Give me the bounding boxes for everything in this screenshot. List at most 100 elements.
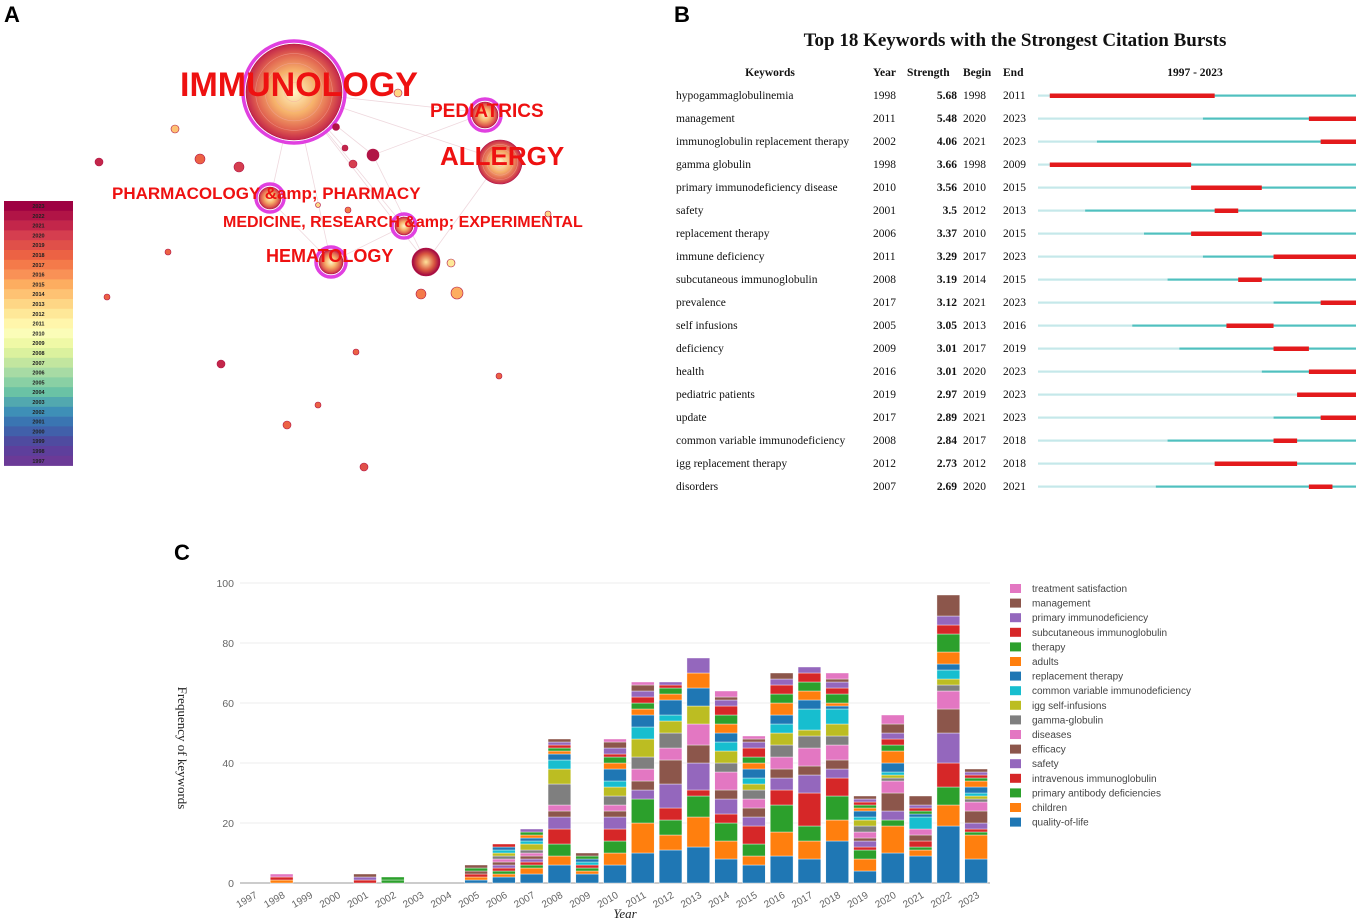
legend-swatch bbox=[4, 250, 73, 261]
bar-segment bbox=[270, 879, 294, 884]
bar-segment bbox=[631, 822, 655, 854]
y-tick-label: 40 bbox=[222, 758, 234, 770]
bar-segment bbox=[492, 855, 516, 860]
burst-year: 1998 bbox=[873, 90, 896, 102]
burst-year: 2010 bbox=[873, 182, 896, 194]
legend-year-label: 2019 bbox=[32, 243, 44, 249]
bar-segment bbox=[770, 702, 794, 716]
legend-swatch bbox=[1010, 759, 1021, 769]
bar-segment bbox=[686, 705, 710, 725]
burst-timeline-pre bbox=[1038, 278, 1168, 281]
legend-label: adults bbox=[1032, 657, 1059, 668]
bar-segment bbox=[853, 819, 877, 827]
burst-strength: 5.68 bbox=[937, 90, 957, 102]
bar-segment bbox=[714, 732, 738, 743]
legend-swatch bbox=[4, 367, 73, 378]
bar-segment bbox=[686, 846, 710, 884]
bar-segment bbox=[547, 741, 572, 746]
legend-swatch bbox=[4, 259, 73, 270]
legend-swatch bbox=[4, 201, 73, 212]
bar-segment bbox=[964, 828, 988, 833]
bar-segment bbox=[492, 843, 516, 848]
legend-label: management bbox=[1032, 599, 1091, 610]
bar-segment bbox=[603, 756, 627, 764]
node-ring-inner bbox=[495, 157, 505, 167]
burst-begin: 2010 bbox=[963, 228, 986, 240]
bar-segment bbox=[714, 696, 738, 701]
burst-timeline-active bbox=[1155, 485, 1356, 488]
bar-segment bbox=[770, 777, 794, 791]
bar-segment bbox=[714, 798, 738, 815]
bar-segment bbox=[742, 738, 766, 743]
bar-segment bbox=[603, 864, 627, 884]
burst-interval bbox=[1273, 346, 1309, 351]
bar-segment bbox=[547, 843, 572, 857]
x-tick-label: 2018 bbox=[818, 890, 843, 911]
burst-keyword: igg replacement therapy bbox=[676, 458, 787, 470]
burst-strength: 3.05 bbox=[937, 320, 957, 332]
bar-segment bbox=[825, 768, 849, 779]
bar-segment bbox=[520, 858, 544, 863]
burst-timeline-pre bbox=[1038, 255, 1203, 258]
bar-segment bbox=[520, 834, 544, 839]
bar-segment bbox=[603, 741, 627, 749]
burst-timeline-pre bbox=[1038, 186, 1192, 189]
bar-segment bbox=[658, 849, 683, 884]
burst-timeline-pre bbox=[1038, 324, 1133, 327]
bar-segment bbox=[575, 855, 599, 860]
legend-swatch bbox=[1010, 715, 1021, 725]
network-node bbox=[477, 139, 523, 185]
bar-segment bbox=[270, 873, 294, 878]
legend-swatch bbox=[1010, 773, 1021, 783]
bar-segment bbox=[964, 771, 988, 776]
bar-segment bbox=[881, 750, 905, 764]
x-tick-label: 2014 bbox=[707, 890, 732, 911]
bar-segment bbox=[270, 876, 294, 881]
legend-swatch bbox=[4, 289, 73, 300]
bar-segment bbox=[742, 783, 766, 791]
network-node bbox=[103, 293, 111, 301]
bar-segment bbox=[631, 714, 655, 728]
network-node bbox=[411, 247, 441, 277]
bar-segment bbox=[742, 756, 766, 764]
header-begin: Begin bbox=[963, 67, 992, 79]
bar-segment bbox=[936, 786, 960, 806]
network-node bbox=[194, 153, 206, 165]
burst-end: 2013 bbox=[1003, 205, 1026, 217]
bar-segment bbox=[547, 768, 572, 785]
burst-timeline-active bbox=[1179, 347, 1356, 350]
bar-segment bbox=[908, 834, 933, 842]
legend-swatch bbox=[1010, 613, 1021, 623]
bar-segment bbox=[853, 837, 877, 842]
legend-swatch bbox=[4, 230, 73, 241]
burst-timeline-pre bbox=[1038, 209, 1086, 212]
bar-segment bbox=[908, 813, 933, 818]
x-tick-label: 1997 bbox=[235, 890, 260, 911]
burst-strength: 2.69 bbox=[937, 481, 957, 493]
burst-interval bbox=[1308, 484, 1333, 489]
bar-segment bbox=[353, 879, 377, 884]
bar-segment bbox=[825, 687, 849, 695]
bar-segment bbox=[603, 762, 627, 770]
bar-segment bbox=[631, 681, 655, 686]
bar-segment bbox=[797, 792, 822, 827]
panel-b-label: B bbox=[674, 2, 690, 27]
burst-interval bbox=[1297, 392, 1356, 397]
bar-segment bbox=[547, 804, 572, 812]
bar-segment bbox=[853, 810, 877, 818]
burst-end: 2009 bbox=[1003, 159, 1026, 171]
bar-segment bbox=[936, 663, 960, 671]
bar-segment bbox=[575, 858, 599, 863]
network-node bbox=[314, 401, 322, 409]
burst-begin: 2020 bbox=[963, 366, 986, 378]
x-tick-label: 1998 bbox=[262, 890, 287, 911]
burst-interval bbox=[1320, 300, 1356, 305]
burst-keyword: immunoglobulin replacement therapy bbox=[676, 136, 849, 148]
x-tick-label: 2009 bbox=[568, 890, 593, 911]
network-node bbox=[318, 249, 344, 275]
bar-segment bbox=[742, 816, 766, 827]
legend-label: efficacy bbox=[1032, 745, 1066, 756]
bar-segment bbox=[742, 777, 766, 785]
bar-segment bbox=[881, 738, 905, 746]
bar-segment bbox=[964, 858, 988, 884]
